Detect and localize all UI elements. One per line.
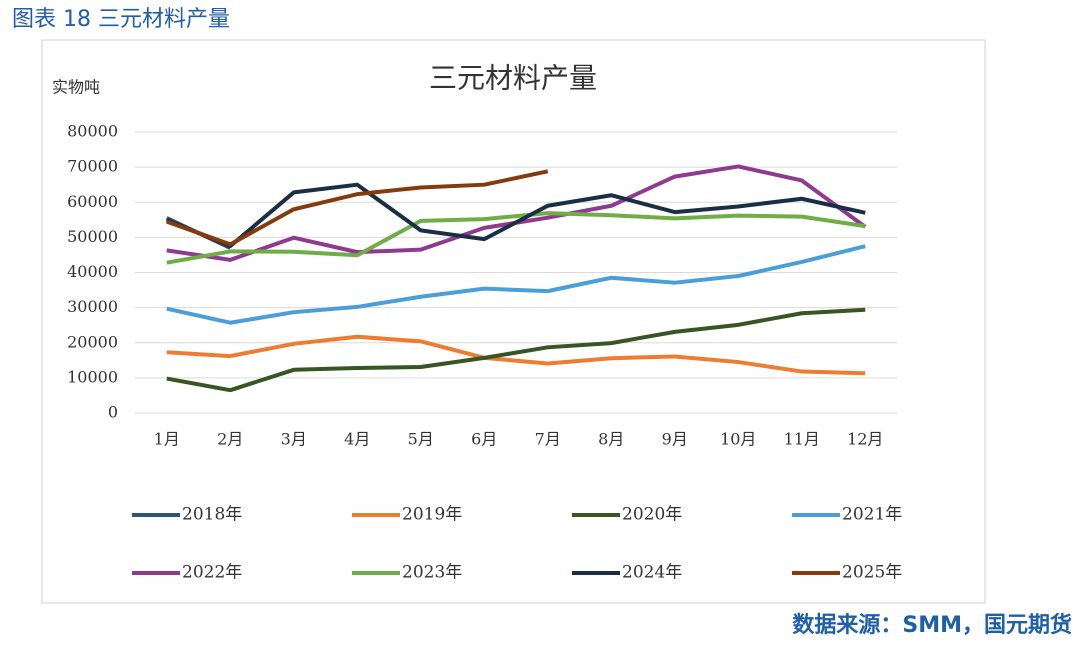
series-line [165, 182, 866, 249]
x-tick-label: 9月 [662, 430, 688, 449]
legend-label: 2018年 [182, 505, 242, 525]
x-tick-label: 8月 [598, 430, 624, 449]
x-tick-label: 2月 [217, 430, 243, 449]
y-tick-label: 20000 [67, 332, 118, 351]
legend-label: 2025年 [842, 563, 902, 583]
x-tick-label: 3月 [281, 430, 307, 449]
source: 数据来源：SMM，国元期货 [792, 612, 1072, 638]
y-axis-label: 实物吨 [52, 78, 100, 97]
x-tick-label: 1月 [154, 430, 180, 449]
legend-label: 2024年 [622, 563, 682, 583]
series-line [166, 211, 866, 265]
x-tick-label: 4月 [344, 430, 370, 449]
legend-label: 2021年 [842, 505, 902, 525]
y-tick-label: 30000 [67, 297, 118, 316]
y-tick-label: 40000 [67, 262, 118, 281]
legend-label: 2020年 [622, 505, 682, 525]
x-tick-label: 6月 [471, 430, 497, 449]
legend-label: 2022年 [182, 563, 242, 583]
y-tick-label: 80000 [67, 122, 118, 141]
legend-label: 2019年 [402, 505, 462, 525]
series-line [166, 244, 866, 325]
chart-title: 三元材料产量 [429, 62, 597, 95]
series-line [166, 307, 866, 393]
x-tick-label: 7月 [535, 430, 561, 449]
series-line [166, 334, 866, 376]
x-tick-label: 10月 [720, 430, 756, 449]
y-tick-label: 10000 [67, 367, 118, 386]
y-tick-label: 70000 [67, 157, 118, 176]
x-tick-label: 11月 [784, 430, 820, 449]
x-tick-label: 5月 [408, 430, 434, 449]
y-tick-label: 60000 [67, 192, 118, 211]
legend-label: 2023年 [402, 563, 462, 583]
series-line [166, 169, 549, 247]
header: 图表 18 三元材料产量 [12, 7, 230, 32]
chart-frame [41, 39, 986, 604]
y-tick-label: 50000 [67, 227, 118, 246]
y-tick-label: 0 [108, 403, 118, 422]
x-tick-label: 12月 [847, 430, 883, 449]
